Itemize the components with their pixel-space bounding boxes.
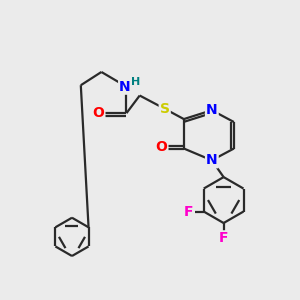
Text: O: O — [92, 106, 104, 120]
Text: N: N — [119, 80, 131, 94]
Text: F: F — [184, 205, 194, 218]
Text: N: N — [206, 103, 218, 117]
Text: H: H — [131, 77, 140, 87]
Text: S: S — [160, 102, 170, 116]
Text: N: N — [206, 153, 218, 167]
Text: O: O — [155, 140, 167, 154]
Text: F: F — [219, 231, 228, 245]
